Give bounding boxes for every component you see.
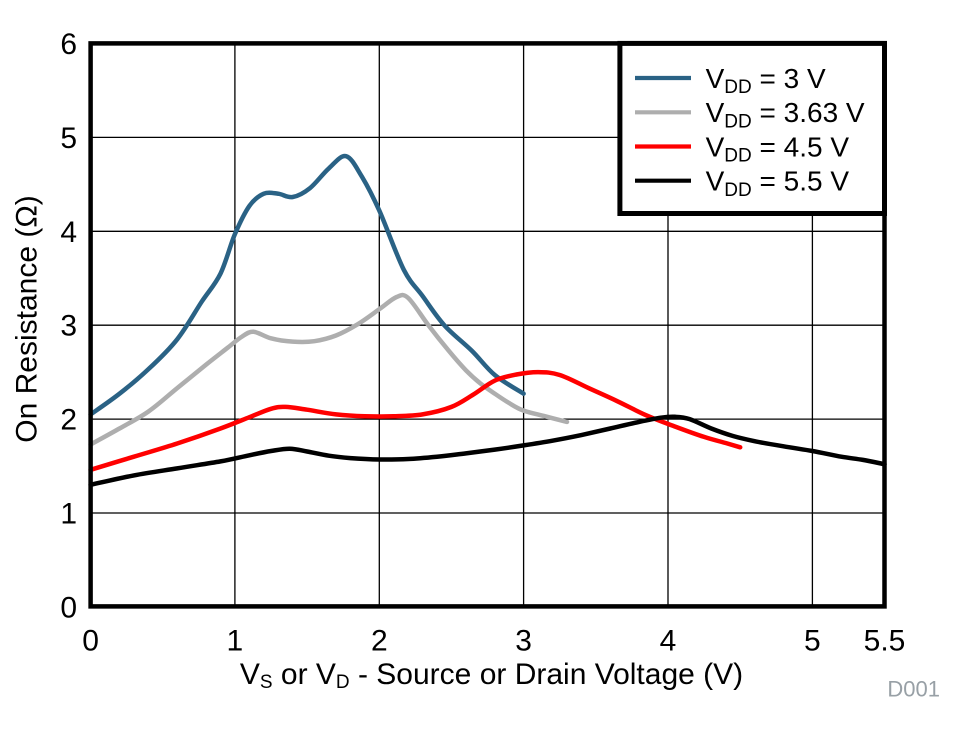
- svg-text:VDD = 3 V: VDD = 3 V: [706, 63, 826, 98]
- svg-text:5.5: 5.5: [864, 625, 906, 658]
- svg-text:0: 0: [82, 625, 99, 658]
- svg-text:6: 6: [60, 28, 77, 61]
- svg-text:1: 1: [60, 498, 77, 531]
- svg-text:0: 0: [60, 591, 77, 624]
- svg-text:5: 5: [60, 122, 77, 155]
- svg-text:2: 2: [371, 625, 388, 658]
- svg-text:4: 4: [60, 216, 77, 249]
- svg-text:VS or VD - Source or Drain Vol: VS or VD - Source or Drain Voltage (V): [240, 658, 743, 693]
- svg-text:D001: D001: [887, 677, 940, 702]
- svg-text:3: 3: [60, 310, 77, 343]
- svg-text:4: 4: [660, 625, 677, 658]
- svg-text:5: 5: [804, 625, 821, 658]
- svg-text:On Resistance (Ω): On Resistance (Ω): [11, 195, 44, 443]
- svg-text:2: 2: [60, 404, 77, 437]
- svg-text:VDD = 3.63 V: VDD = 3.63 V: [706, 97, 865, 132]
- svg-text:3: 3: [515, 625, 532, 658]
- svg-text:1: 1: [227, 625, 244, 658]
